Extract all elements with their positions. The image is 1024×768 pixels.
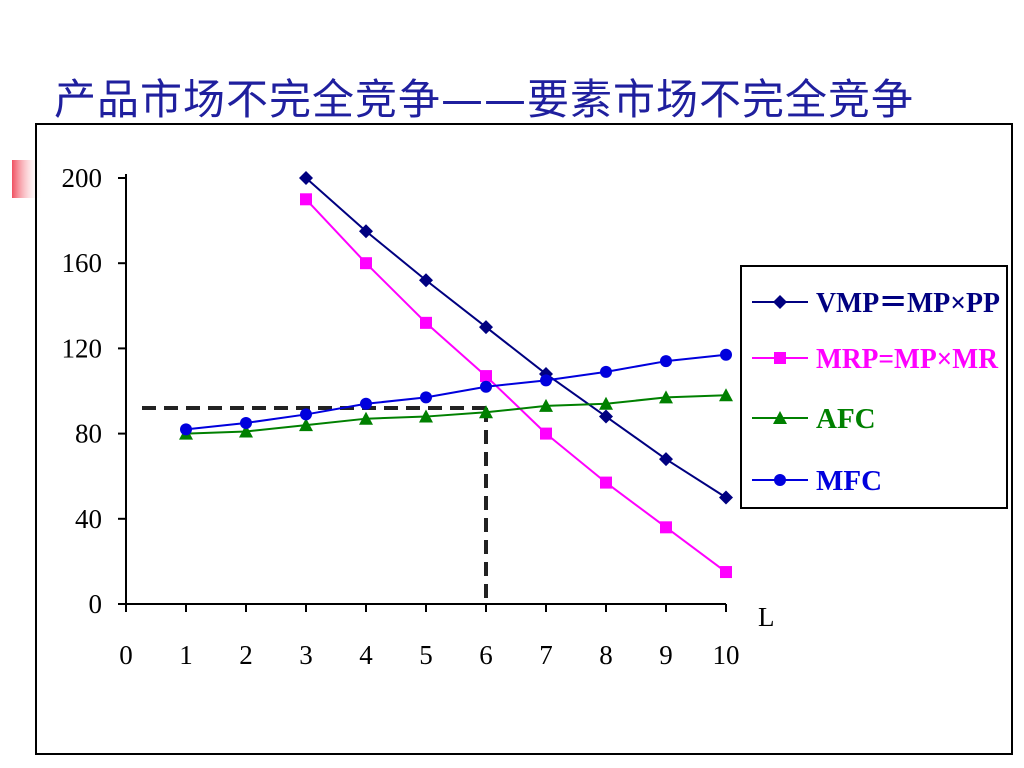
mfc-point [420,391,432,404]
mfc-point [180,423,192,436]
y-tick-label: 120 [62,333,103,363]
afc-point [659,390,673,404]
mfc-point [540,374,552,387]
mrp-point [420,316,432,329]
mfc-point [660,355,672,368]
vmp-point [719,490,733,505]
vmp-point [359,224,373,239]
afc-point [479,405,493,419]
x-tick-label: 9 [659,640,673,670]
legend-afc-marker [773,411,787,424]
x-tick-label: 5 [419,640,433,670]
vmp-point [299,171,313,185]
mfc-point [600,365,612,378]
x-tick-label: 4 [359,640,373,670]
x-tick-label: 0 [119,640,133,670]
x-tick-label: 8 [599,640,613,670]
legend-vmp-marker [773,295,787,309]
legend-afc-label: AFC [816,403,876,435]
x-tick-label: 6 [479,640,493,670]
mfc-point [480,380,492,393]
legend-mfc-label: MFC [816,465,882,497]
legend-box [740,265,1008,509]
vmp-line [305,177,727,499]
y-tick-label: 0 [89,589,103,619]
dashed-guides [142,406,488,604]
afc-point [359,411,373,425]
mrp-series [300,193,732,579]
vmp-series [299,171,733,505]
mrp-point [300,193,312,206]
slide-title: 产品市场不完全竞争——要素市场不完全竞争 [54,75,915,124]
tick-labels: 0 40 80 120 160 200 0 1 2 3 4 5 6 7 8 9 10 [62,163,740,670]
vmp-point [599,409,613,424]
afc-line [185,394,727,435]
mrp-point [720,566,732,579]
mrp-point [540,427,552,440]
x-axis-label: L [758,602,775,632]
mfc-point [240,416,252,429]
vmp-point [659,452,673,467]
x-tick-label: 1 [179,640,193,670]
x-tick-label: 7 [539,640,553,670]
x-tick-label: 3 [299,640,313,670]
afc-point [239,424,253,438]
chart-frame [35,123,1013,755]
series-layer [179,171,733,579]
legend-vmp-label: VMP＝MP×PP [816,287,1000,319]
mrp-line [305,198,727,573]
decorative-accent [12,160,42,198]
afc-point [719,388,733,402]
mfc-line [185,353,727,431]
vmp-point [419,273,433,288]
legend-mrp-marker [774,352,786,364]
afc-point [539,398,553,412]
y-tick-label: 160 [62,248,103,278]
afc-point [419,409,433,423]
y-tick-label: 40 [75,504,102,534]
legend-mrp-label: MRP=MP×MR [816,343,999,375]
mrp-point [600,476,612,489]
y-tick-label: 200 [62,163,103,193]
afc-series [179,388,733,440]
afc-point [299,418,313,432]
legend: VMP＝MP×PP MRP=MP×MR AFC MFC [752,287,1000,497]
mfc-point [720,348,732,361]
mfc-series [180,348,732,436]
axes [118,174,727,612]
mrp-point [360,257,372,270]
mrp-point [660,521,672,534]
mfc-point [360,397,372,410]
x-tick-label: 10 [713,640,740,670]
legend-mfc-marker [774,474,786,486]
mfc-point [300,408,312,421]
mrp-point [480,370,492,383]
x-tick-label: 2 [239,640,253,670]
vmp-point [479,320,493,335]
y-tick-label: 80 [75,419,102,449]
afc-point [599,396,613,410]
